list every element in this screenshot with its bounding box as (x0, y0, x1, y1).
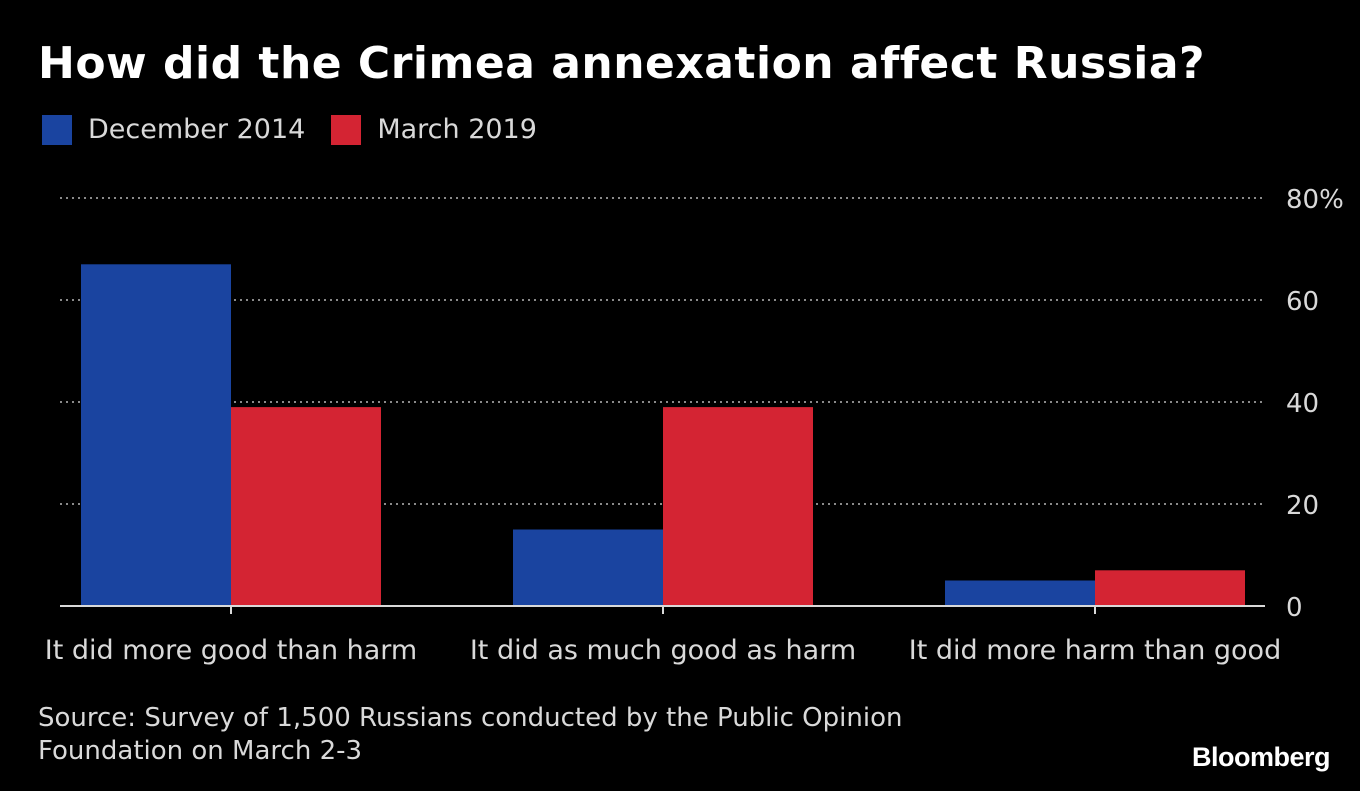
y-tick-label: 80% (1286, 185, 1344, 215)
bar-december-2014-2 (945, 580, 1095, 606)
y-tick-label: 0 (1286, 593, 1303, 623)
source-line-1: Source: Survey of 1,500 Russians conduct… (38, 703, 903, 733)
bar-december-2014-1 (513, 529, 663, 606)
bar-march-2019-2 (1095, 570, 1245, 606)
legend-label-march-2019: March 2019 (377, 114, 537, 145)
legend-item-december-2014: December 2014 (42, 114, 305, 145)
y-tick-label: 20 (1286, 491, 1319, 521)
bar-march-2019-0 (231, 407, 381, 606)
bar-december-2014-0 (81, 264, 231, 606)
legend-label-december-2014: December 2014 (88, 114, 306, 145)
x-category-label: It did as much good as harm (470, 635, 856, 666)
legend-swatch-march-2019 (331, 114, 362, 145)
y-tick-label: 60 (1286, 287, 1319, 317)
chart-title: How did the Crimea annexation affect Rus… (38, 38, 1206, 89)
legend-swatch-december-2014 (42, 114, 72, 145)
source-line-2: Foundation on March 2-3 (38, 736, 363, 766)
x-category-label: It did more harm than good (909, 635, 1281, 666)
bar-chart: 0 20 40 60 80% It did more good than harm It d… (45, 185, 1344, 666)
chart-legend: December 2014 March 2019 (42, 114, 563, 145)
legend-item-march-2019: March 2019 (331, 114, 537, 145)
y-tick-label: 40 (1286, 389, 1319, 419)
bloomberg-logo: Bloomberg (1191, 742, 1331, 772)
x-category-label: It did more good than harm (45, 635, 417, 666)
source-note: Source: Survey of 1,500 Russians conduct… (38, 702, 1038, 768)
bar-march-2019-1 (663, 407, 813, 606)
